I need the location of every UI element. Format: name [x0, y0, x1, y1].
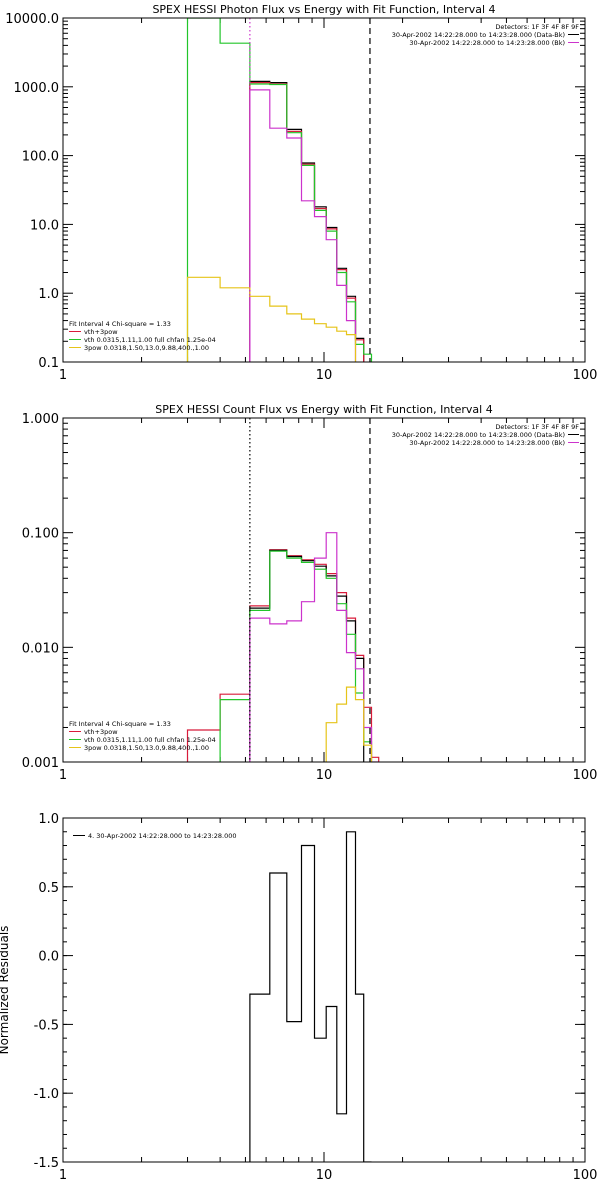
series-data-line	[249, 549, 365, 762]
series-thermal-line	[186, 18, 373, 362]
info-line: 30-Apr-2002 14:22:28.000 to 14:23:28.000…	[392, 431, 565, 439]
y-tick-label: 1.0	[38, 287, 59, 302]
y-tick-label: 100.0	[22, 150, 59, 165]
y-axis-label: Normalized Residuals	[0, 926, 11, 1055]
y-tick-label: 0.001	[22, 756, 59, 771]
y-tick-label: 10000.0	[5, 12, 59, 27]
chart-title: SPEX HESSI Count Flux vs Energy with Fit…	[155, 403, 492, 416]
series-thermal-line	[219, 550, 373, 762]
y-tick-label: 10.0	[30, 218, 59, 233]
chart-panel-3: Normalized Residuals 1 10 100 -1.5 -1.0 -0.5 0.…	[0, 812, 597, 1183]
x-tick-label: 100	[573, 768, 598, 783]
y-tick-label: 0.0	[38, 950, 59, 965]
series-group	[186, 532, 380, 762]
plot-frame	[62, 417, 586, 763]
info-line: 30-Apr-2002 14:22:28.000 to 14:23:28.000…	[392, 31, 565, 39]
y-tick-label: 1.0	[38, 812, 59, 827]
series-background-sub-line	[249, 532, 379, 762]
y-tick-label: -0.5	[34, 1018, 59, 1033]
info-line: Detectors: 1F 3F 4F 8F 9F	[495, 23, 579, 31]
x-tick-label: 100	[573, 368, 598, 383]
legend-item-label: 4. 30-Apr-2002 14:22:28.000 to 14:23:28.…	[88, 832, 237, 840]
y-tick-label: 0.5	[38, 881, 59, 896]
legend-item-label: vth+3pow	[84, 328, 118, 336]
series-group	[186, 18, 373, 362]
legend-header: Fit Interval 4 Chi-square = 1.33	[69, 720, 171, 728]
legend-item-label: vth 0.0315,1.11,1.00 full chfan 1.25e-04	[84, 336, 216, 344]
legend: Fit Interval 4 Chi-square = 1.33vth+3pow…	[69, 320, 216, 352]
legend-item-label: vth 0.0315,1.11,1.00 full chfan 1.25e-04	[84, 736, 216, 744]
chart-panel-1: SPEX HESSI Photon Flux vs Energy with Fi…	[5, 3, 597, 383]
x-tick-label: 10	[316, 768, 333, 783]
y-tick-label: -1.0	[34, 1087, 59, 1102]
info-line: 30-Apr-2002 14:22:28.000 to 14:23:28.000…	[409, 39, 565, 47]
legend-header: Fit Interval 4 Chi-square = 1.33	[69, 320, 171, 328]
series-residuals-line	[249, 831, 372, 1162]
chart-panel-2: SPEX HESSI Count Flux vs Energy with Fit…	[22, 403, 598, 783]
series-power-law-line	[325, 686, 373, 762]
series-power-law-line	[186, 276, 357, 362]
legend-item-label: 3pow 0.0318,1.50,13.0,9.88,400.,1.00	[84, 344, 209, 352]
series-group	[249, 831, 372, 1162]
y-tick-label: 0.010	[22, 641, 59, 656]
x-tick-label: 100	[573, 1168, 598, 1183]
info-line: 30-Apr-2002 14:22:28.000 to 14:23:28.000…	[409, 439, 565, 447]
plot-frame	[62, 17, 586, 363]
info-line: Detectors: 1F 3F 4F 8F 9F	[495, 423, 579, 431]
y-tick-label: 0.1	[38, 356, 59, 371]
plot-frame	[62, 817, 586, 1163]
legend-item-label: 3pow 0.0318,1.50,13.0,9.88,400.,1.00	[84, 744, 209, 752]
legend-item-label: vth+3pow	[84, 728, 118, 736]
y-tick-label: 0.100	[22, 527, 59, 542]
x-tick-label: 1	[59, 768, 67, 783]
legend: Fit Interval 4 Chi-square = 1.33vth+3pow…	[69, 720, 216, 752]
legend: 4. 30-Apr-2002 14:22:28.000 to 14:23:28.…	[73, 832, 237, 840]
x-tick-label: 10	[316, 1168, 333, 1183]
y-tick-label: 1.000	[22, 412, 59, 427]
chart-title: SPEX HESSI Photon Flux vs Energy with Fi…	[152, 3, 495, 16]
x-tick-label: 10	[316, 368, 333, 383]
y-tick-label: -1.5	[34, 1156, 59, 1171]
x-tick-label: 1	[59, 368, 67, 383]
series-background-sub-line	[249, 89, 357, 362]
x-tick-label: 1	[59, 1168, 67, 1183]
series-data-line	[249, 80, 365, 362]
y-tick-label: 1000.0	[14, 81, 60, 96]
series-fit-total-line	[186, 549, 380, 762]
